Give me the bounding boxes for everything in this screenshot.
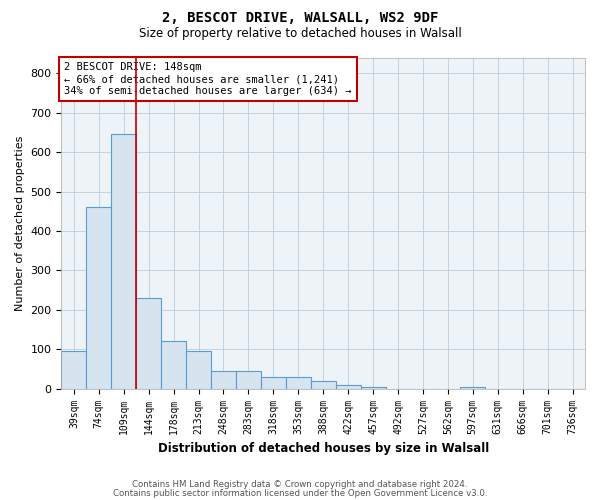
Bar (86, 208, 111, 388)
Text: Size of property relative to detached houses in Walsall: Size of property relative to detached ho… (139, 28, 461, 40)
Text: Contains HM Land Registry data © Crown copyright and database right 2024.: Contains HM Land Registry data © Crown c… (132, 480, 468, 489)
Text: Contains public sector information licensed under the Open Government Licence v3: Contains public sector information licen… (113, 489, 487, 498)
Bar (161, 342, 186, 388)
Bar (460, 386, 485, 388)
Text: 2, BESCOT DRIVE, WALSALL, WS2 9DF: 2, BESCOT DRIVE, WALSALL, WS2 9DF (162, 11, 438, 25)
Bar (61, 351, 86, 389)
Bar (335, 385, 361, 388)
Bar (111, 134, 136, 388)
Bar (286, 377, 311, 388)
Bar (261, 377, 286, 388)
Bar (236, 371, 261, 388)
Bar (186, 351, 211, 389)
Bar (361, 386, 386, 388)
Bar (211, 371, 236, 388)
Bar (311, 381, 335, 388)
Y-axis label: Number of detached properties: Number of detached properties (15, 136, 25, 311)
Text: 2 BESCOT DRIVE: 148sqm
← 66% of detached houses are smaller (1,241)
34% of semi-: 2 BESCOT DRIVE: 148sqm ← 66% of detached… (64, 62, 352, 96)
Bar (136, 298, 161, 388)
X-axis label: Distribution of detached houses by size in Walsall: Distribution of detached houses by size … (158, 442, 489, 455)
